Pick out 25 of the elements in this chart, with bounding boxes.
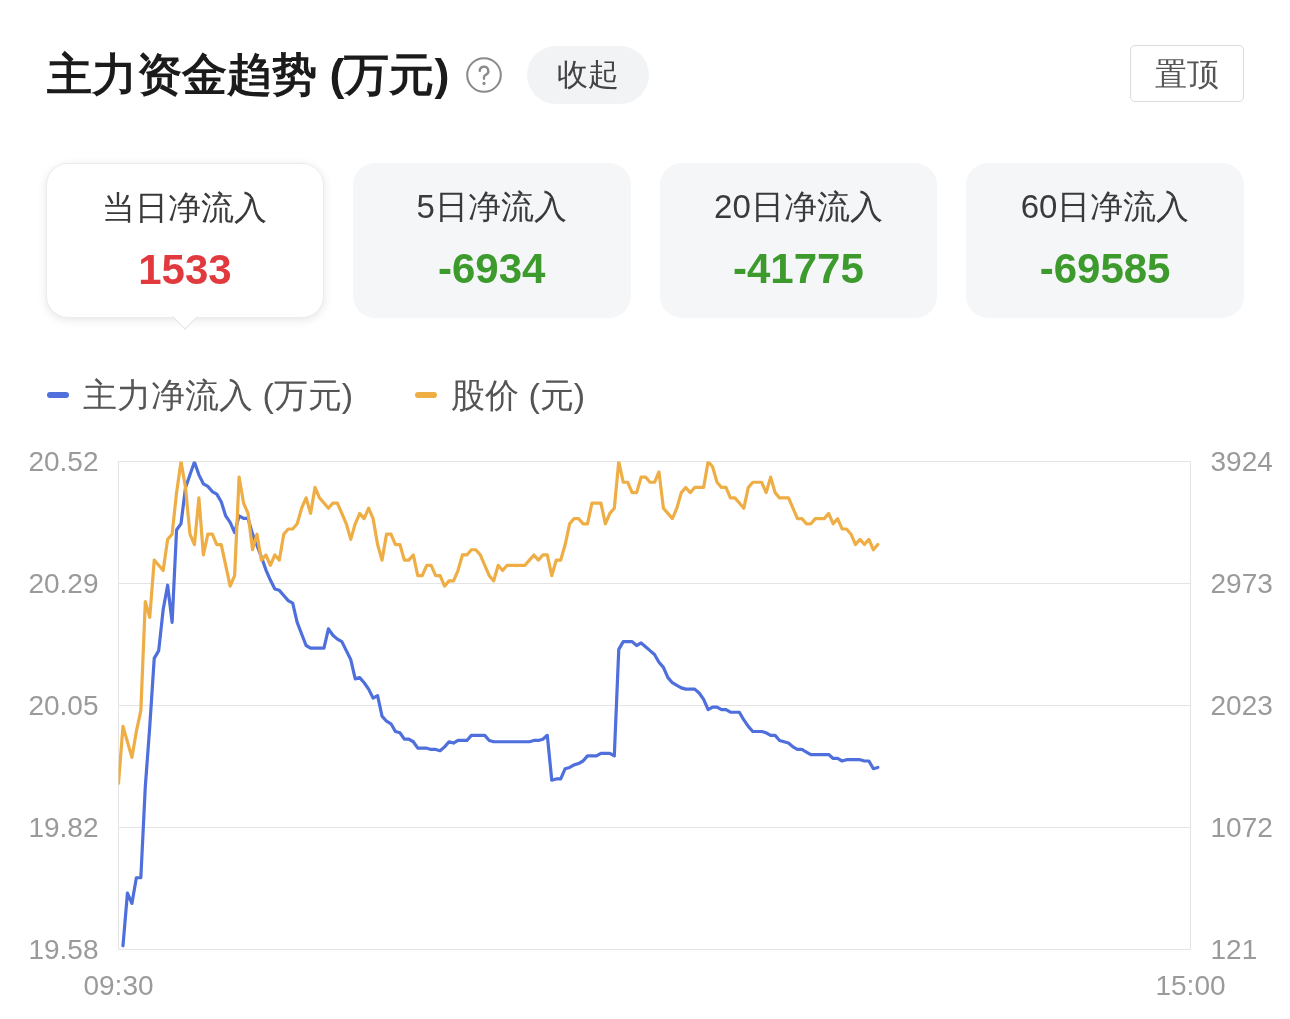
legend-label: 主力净流入 (万元): [83, 374, 354, 416]
y-tick-label: 19.58: [28, 934, 99, 965]
y-tick-label: 19.82: [28, 812, 99, 843]
y-tick-label: 20.52: [28, 446, 99, 477]
data-label: -6934: [437, 244, 547, 294]
y2-tick-label: 1072: [1210, 812, 1273, 843]
category-label: 5日净流入: [415, 187, 568, 227]
y2-tick-label: 2973: [1210, 568, 1273, 599]
category-label: 当日净流入: [101, 188, 269, 228]
category-label: 20日净流入: [713, 187, 884, 227]
x-tick-label: 09:30: [83, 969, 154, 1001]
y2-tick-label: 121: [1210, 934, 1258, 965]
data-label: -69585: [1038, 244, 1172, 294]
text: 收起: [527, 46, 650, 104]
y2-tick-label: 3924: [1210, 446, 1273, 477]
text: 主力资金趋势 (万元): [47, 47, 450, 102]
y-tick-label: 20.29: [28, 568, 99, 599]
category-label: 60日净流入: [1019, 187, 1191, 227]
y-tick-label: 20.05: [28, 690, 99, 721]
legend-label: 股价 (元): [451, 374, 586, 416]
data-label: -41775: [732, 244, 865, 294]
data-label: 1533: [137, 245, 233, 295]
x-tick-label: 15:00: [1155, 969, 1226, 1001]
y2-tick-label: 2023: [1210, 690, 1273, 721]
text: 置顶: [1130, 45, 1244, 102]
